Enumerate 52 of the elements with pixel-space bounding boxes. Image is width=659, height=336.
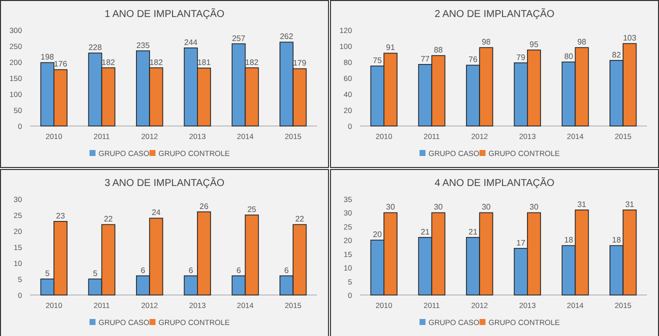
data-label: 182 (149, 58, 164, 67)
data-label: 79 (516, 52, 526, 62)
data-label: 22 (295, 214, 305, 224)
data-label: 95 (530, 40, 539, 49)
data-label: 182 (245, 58, 260, 67)
data-label: 18 (612, 236, 622, 245)
data-label: 182 (102, 58, 116, 67)
data-label: 6 (140, 266, 146, 275)
data-label: 30 (482, 202, 492, 212)
data-label: 244 (184, 38, 198, 47)
data-label: 176 (54, 60, 68, 69)
data-label: 77 (420, 54, 430, 64)
data-label: 25 (247, 205, 257, 214)
data-label: 22 (104, 214, 114, 224)
data-label: 31 (625, 200, 635, 209)
data-label: 76 (468, 55, 478, 64)
data-label: 179 (292, 58, 307, 68)
data-label: 80 (564, 52, 574, 61)
data-label: 228 (88, 43, 102, 52)
data-label: 181 (197, 58, 212, 68)
data-label: 30 (530, 202, 539, 212)
data-label: 6 (236, 266, 242, 275)
data-label: 235 (136, 40, 150, 50)
data-label: 30 (434, 202, 444, 212)
data-label: 5 (92, 269, 98, 278)
data-label: 30 (386, 202, 396, 212)
data-label: 262 (280, 32, 294, 42)
data-label: 98 (577, 38, 587, 47)
data-label: 26 (200, 202, 209, 211)
data-label: 82 (612, 50, 622, 60)
data-label: 31 (577, 200, 587, 209)
data-label: 198 (40, 52, 55, 62)
chart-title: 3 ANO DE IMPLANTAÇÃO (104, 177, 225, 189)
data-label: 24 (152, 208, 162, 218)
data-label: 23 (56, 211, 66, 220)
data-label: 21 (420, 227, 430, 236)
data-label: 257 (232, 34, 246, 43)
data-label: 18 (564, 236, 574, 245)
data-label: 20 (372, 230, 382, 240)
data-label: 5 (45, 269, 50, 278)
data-label: 98 (482, 38, 492, 47)
data-label: 21 (468, 227, 478, 236)
data-label: 6 (284, 266, 290, 275)
data-label: 88 (434, 46, 444, 55)
data-label: 91 (386, 43, 396, 52)
data-label: 6 (188, 266, 194, 275)
chart-title: 4 ANO DE IMPLANTAÇÃO (434, 177, 555, 189)
data-label: 17 (516, 238, 526, 248)
chart-title: 1 ANO DE IMPLANTAÇÃO (104, 8, 225, 20)
data-label: 103 (622, 34, 637, 43)
data-label: 75 (372, 56, 382, 65)
chart-title: 2 ANO DE IMPLANTAÇÃO (434, 8, 555, 20)
